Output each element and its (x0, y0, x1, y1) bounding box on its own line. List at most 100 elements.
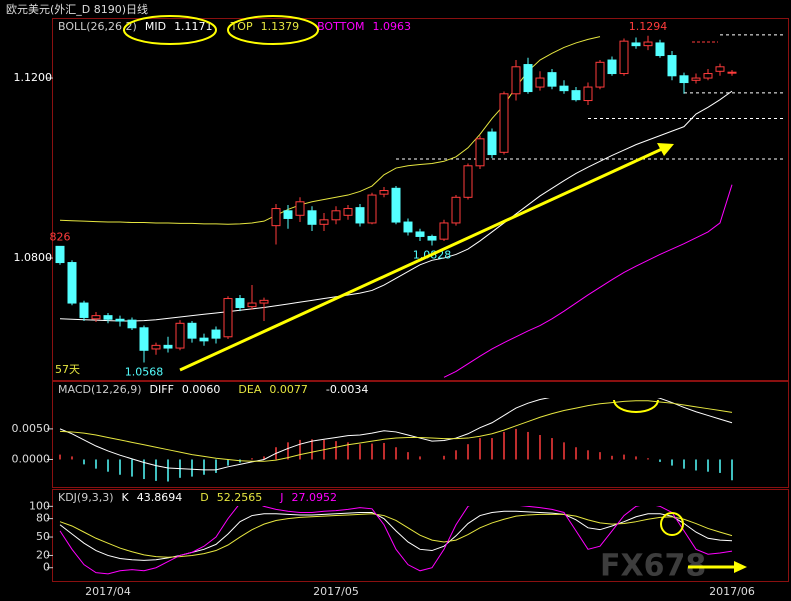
legend-text: J (279, 491, 283, 504)
candle-body (439, 222, 449, 240)
line-group (59, 398, 733, 471)
price-annotation: 1.0568 (125, 365, 164, 378)
series-line (59, 506, 733, 575)
highlight-circle (660, 512, 684, 536)
candle-body (523, 64, 533, 93)
candle-body (415, 231, 425, 237)
candle-body (703, 73, 713, 79)
y-tick-label: 0 (43, 561, 50, 574)
highlight-ellipse (227, 15, 319, 45)
legend-text: D (200, 491, 208, 504)
trend-arrow (179, 147, 663, 372)
main-frame (52, 18, 789, 381)
candle-body (211, 329, 221, 339)
candle-body (247, 302, 257, 308)
series-line (59, 513, 733, 558)
candle-body (139, 327, 149, 351)
legend-text: 27.0952 (291, 491, 337, 504)
candle-body (199, 337, 209, 342)
candle-body (271, 208, 281, 227)
candle-body (115, 318, 125, 322)
candle-body (319, 219, 329, 225)
line-group (59, 506, 733, 575)
legend-text: 1.0963 (372, 20, 411, 33)
trend-arrow-head (657, 143, 674, 156)
candle-body (679, 75, 689, 84)
legend-text: 0.0060 (182, 383, 221, 396)
macd-frame (52, 381, 789, 488)
period-label: 57天 (55, 363, 80, 376)
series-line (59, 90, 733, 322)
candle-body (283, 210, 293, 219)
candle-body (499, 93, 509, 153)
candle-body (655, 42, 665, 57)
legend-text: BOLL(26,26,2) (58, 20, 137, 33)
candle-body (331, 210, 341, 221)
legend-text: 1.1171 (174, 20, 213, 33)
candle-body (583, 86, 593, 102)
marks: 2017/04 2017/05 2017/06 1.1200 1.0800 826 1.05… (12, 20, 786, 598)
highlight-arc (613, 399, 659, 413)
candle-body (343, 208, 353, 216)
highlight-ellipse (123, 15, 217, 45)
y-tick-label: 0.0050 (12, 422, 51, 435)
candle-body (127, 319, 137, 329)
candle-body (691, 77, 701, 81)
y-tick-label: 20 (36, 548, 50, 561)
candle-body (403, 221, 413, 233)
highlights (123, 15, 747, 573)
legend-text: MACD(12,26,9) (58, 383, 142, 396)
candle-body (667, 55, 677, 77)
candle-body (643, 41, 653, 47)
candle-body (727, 71, 737, 74)
candle-body (379, 190, 389, 195)
candle-body (535, 77, 545, 88)
candle-body (595, 61, 605, 88)
series-line (59, 398, 733, 471)
candle-body (463, 165, 473, 198)
window-title: 欧元美元(外汇_D 8190)日线 (6, 2, 148, 16)
legend-text: TOP (230, 20, 253, 33)
candle-body (307, 210, 317, 225)
candle-body (79, 302, 89, 318)
legend-text: K (122, 491, 130, 504)
candle-body (163, 344, 173, 349)
legend-text: DIFF (150, 383, 174, 396)
candle-body (67, 262, 77, 304)
candle-body (223, 298, 233, 338)
candle-body (511, 66, 521, 95)
candle-body (475, 138, 485, 167)
legend-text: BOTTOM (317, 20, 364, 33)
legend-text: KDJ(9,3,3) (58, 491, 114, 504)
y-tick-label: 1.1200 (14, 71, 53, 84)
candle-body (607, 59, 617, 75)
panel-frames (52, 18, 789, 582)
series-line (59, 36, 601, 225)
legend-text: MID (145, 20, 166, 33)
legend-text: 43.8694 (137, 491, 183, 504)
candle-body (487, 131, 497, 156)
legend-text: DEA (238, 383, 261, 396)
candle-body (55, 245, 65, 264)
candle-body (235, 298, 245, 309)
y-tick-label: 80 (36, 512, 50, 525)
series-line (443, 184, 733, 378)
candle-body (151, 344, 161, 350)
legend-text: 52.2565 (217, 491, 263, 504)
y-tick-label: 50 (36, 530, 50, 543)
candle-body (91, 315, 101, 320)
candle-body (451, 196, 461, 224)
y-tick-label: 100 (29, 499, 50, 512)
line-group (59, 36, 733, 378)
candle-body (367, 194, 377, 224)
x-tick-label: 2017/04 (85, 585, 131, 598)
candle-body (715, 66, 725, 72)
candle-body (559, 85, 569, 92)
x-tick-label: 2017/05 (313, 585, 359, 598)
bottom-arrow-head (734, 561, 747, 573)
candle-body (259, 299, 269, 304)
x-tick-label: 2017/06 (709, 585, 755, 598)
kdj-frame (52, 489, 789, 582)
